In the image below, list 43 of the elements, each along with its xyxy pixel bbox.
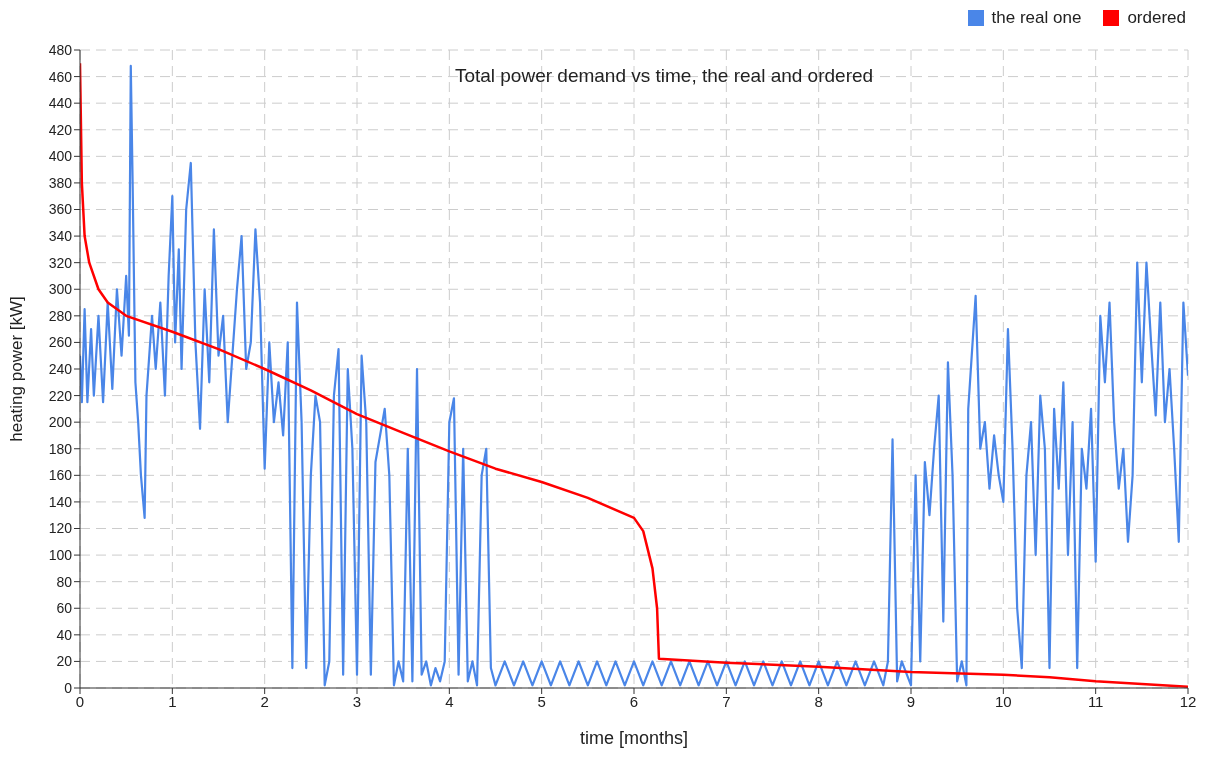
legend-label: ordered: [1126, 8, 1186, 28]
y-tick-label: 360: [48, 201, 73, 218]
x-tick-label: 4: [445, 692, 454, 710]
legend-label: the real one: [990, 8, 1082, 28]
y-tick-label: 120: [48, 520, 73, 537]
y-tick-label: 40: [56, 626, 73, 643]
x-tick-label: 1: [168, 692, 177, 710]
x-tick-label: 5: [537, 692, 546, 710]
x-axis-title: time [months]: [579, 728, 689, 748]
y-tick-label: 20: [56, 653, 73, 670]
y-tick-label: 260: [48, 334, 73, 351]
y-tick-label: 60: [56, 600, 73, 617]
x-tick-label: 7: [722, 692, 731, 710]
x-tick-label: 0: [75, 692, 85, 710]
x-tick-label: 11: [1087, 692, 1104, 710]
x-tick-label: 2: [260, 692, 269, 710]
y-tick-label: 380: [48, 174, 73, 191]
y-tick-label: 320: [48, 254, 73, 271]
y-tick-label: 80: [56, 573, 73, 590]
y-tick-label: 180: [48, 440, 73, 457]
y-tick-label: 100: [48, 547, 73, 564]
y-tick-label: 140: [48, 493, 73, 510]
y-tick-label: 200: [48, 414, 73, 431]
y-tick-label: 220: [48, 387, 73, 404]
text: Total power demand vs time, the real and ordered: [454, 65, 874, 86]
x-tick-label: 3: [352, 692, 362, 710]
y-tick-label: 300: [48, 281, 73, 298]
y-tick-label: 400: [48, 148, 73, 165]
y-tick-label: 0: [64, 679, 73, 696]
x-tick-label: 6: [629, 692, 639, 710]
x-tick-label: 9: [906, 692, 916, 710]
y-tick-label: 460: [48, 68, 73, 85]
x-tick-label: 10: [994, 692, 1012, 710]
x-tick-label: 12: [1179, 692, 1197, 710]
y-tick-label: 420: [48, 121, 73, 138]
x-tick-label: 8: [814, 692, 823, 710]
y-tick-label: 160: [48, 467, 73, 484]
y-tick-label: 280: [48, 307, 73, 324]
y-axis-title: heating power [kW]: [7, 296, 27, 442]
y-tick-label: 340: [48, 228, 73, 245]
y-tick-label: 240: [48, 360, 73, 377]
y-tick-label: 480: [48, 41, 73, 58]
y-tick-label: 440: [48, 95, 73, 112]
